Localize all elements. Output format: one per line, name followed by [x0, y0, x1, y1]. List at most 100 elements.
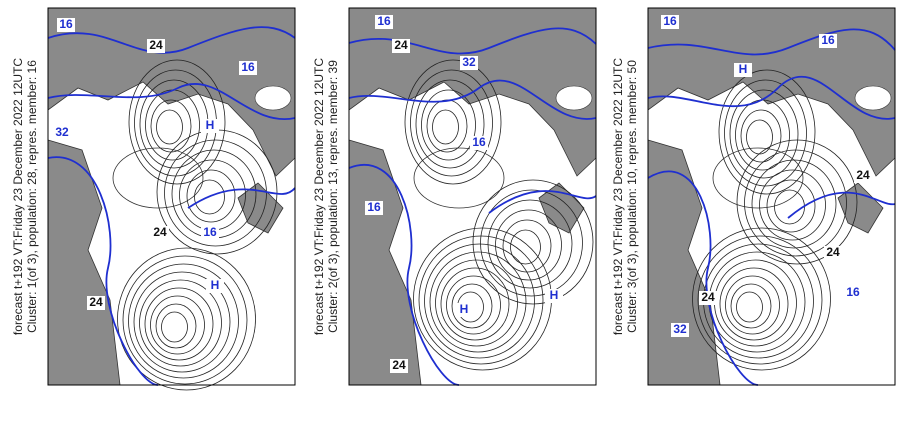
map-panel: 16 24 16 32 24 16 H 24 H	[47, 7, 296, 391]
land	[237, 182, 284, 234]
pressure-contour	[150, 295, 205, 355]
map-frame	[647, 7, 896, 386]
contour-label: 24	[153, 225, 167, 239]
pressure-contour	[724, 79, 807, 187]
pressure-contour	[740, 109, 782, 163]
contour-label: 16	[241, 60, 255, 74]
label-bg	[53, 126, 71, 140]
contour-label: 24	[149, 38, 163, 52]
pressure-contour	[766, 179, 816, 233]
pressure-contour	[718, 69, 816, 195]
map-frame	[47, 7, 296, 386]
contour-label: H	[739, 62, 748, 76]
caption-line2: Cluster: 3(of 3), population: 10, repres…	[625, 60, 639, 333]
pressure-contour	[719, 267, 789, 341]
label-bg	[239, 61, 257, 75]
label-bg	[392, 39, 410, 53]
pressure-contour	[161, 311, 188, 343]
pressure-contour	[164, 139, 267, 247]
contour-label: H	[211, 278, 220, 292]
pressure-contour	[432, 109, 459, 145]
pressure-contour	[155, 303, 197, 349]
pressure-contour	[139, 279, 222, 367]
label-bg	[470, 136, 488, 150]
pressure-contour	[144, 287, 214, 361]
contour-label: 24	[392, 358, 406, 372]
caption-line2: Cluster: 2(of 3), population: 13, repres…	[326, 60, 340, 333]
contour-label: 16	[846, 285, 860, 299]
contour-label: 16	[59, 17, 73, 31]
pressure-contour	[510, 229, 541, 265]
ice-sheet	[854, 85, 892, 111]
label-bg	[844, 286, 862, 300]
pressure-contour	[429, 251, 527, 353]
height-contour	[647, 28, 896, 56]
pressure-contour	[472, 179, 594, 305]
height-contour	[787, 191, 896, 219]
contour-label: H	[550, 288, 559, 302]
height-contour	[647, 170, 759, 386]
label-bg	[734, 63, 752, 77]
pressure-contour	[404, 59, 502, 185]
height-contour	[47, 26, 296, 54]
pressure-contour	[186, 169, 236, 223]
label-bg	[87, 296, 105, 310]
contour-label: 16	[203, 225, 217, 239]
pressure-contour	[451, 283, 493, 329]
caption-line1: forecast t+192 VT:Friday 23 December 202…	[11, 58, 25, 335]
label-bg	[365, 201, 383, 215]
pressure-contour	[759, 169, 826, 241]
caption-line2: Cluster: 1(of 3), population: 28, repres…	[25, 60, 39, 333]
pressure-contour	[744, 149, 847, 257]
label-bg	[201, 226, 219, 240]
contour-label: H	[206, 118, 215, 132]
pressure-contour	[751, 159, 837, 249]
label-bg	[206, 279, 224, 293]
contour-label: H	[460, 302, 469, 316]
pressure-contour	[122, 255, 248, 385]
contour-label: 32	[673, 322, 687, 336]
ice-sheet	[254, 85, 292, 111]
label-bg	[671, 323, 689, 337]
pressure-contour	[424, 243, 535, 359]
map-frame	[348, 7, 597, 386]
pressure-contour	[502, 219, 552, 273]
contour-label: 32	[462, 55, 476, 69]
height-contour	[348, 79, 597, 120]
label-bg	[147, 39, 165, 53]
ice-sheet	[712, 147, 804, 209]
pressure-contour	[156, 109, 183, 145]
height-contour	[47, 83, 296, 121]
label-bg	[151, 226, 169, 240]
pressure-contour	[692, 227, 831, 371]
contour-label: 16	[821, 33, 835, 47]
pressure-contour	[128, 263, 239, 379]
contour-label: 16	[377, 14, 391, 28]
label-bg	[819, 34, 837, 48]
contour-label: 16	[472, 135, 486, 149]
pressure-contour	[495, 209, 562, 281]
pressure-contour	[128, 59, 226, 185]
label-bg	[824, 246, 842, 260]
pressure-contour	[480, 189, 583, 297]
land	[538, 182, 585, 234]
pressure-contour	[487, 199, 573, 289]
ice-sheet	[413, 147, 505, 209]
height-contour	[187, 187, 296, 209]
label-bg	[699, 291, 717, 305]
pressure-contour	[194, 179, 225, 215]
contour-label: 16	[663, 14, 677, 28]
label-bg	[390, 359, 408, 373]
height-contour	[348, 164, 460, 386]
label-bg	[57, 18, 75, 32]
contour-label: 24	[89, 295, 103, 309]
pressure-contour	[736, 139, 858, 265]
ice-sheet	[555, 85, 593, 111]
pressure-contour	[730, 283, 772, 329]
label-bg	[201, 119, 219, 133]
height-contour	[47, 156, 159, 386]
label-bg	[661, 15, 679, 29]
height-contour	[647, 75, 896, 120]
pressure-contour	[729, 89, 799, 179]
